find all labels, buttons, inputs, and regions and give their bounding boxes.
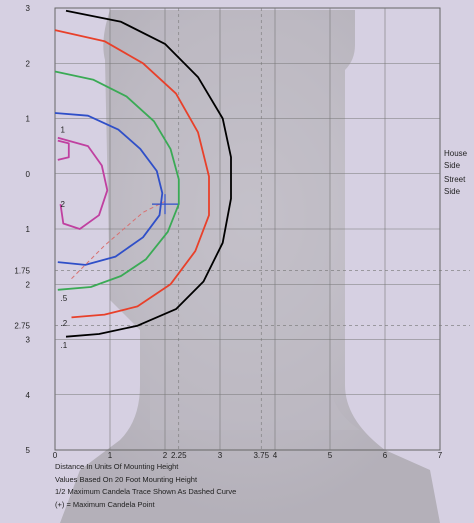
- contour-label: .5: [61, 294, 68, 303]
- y-tick-label: 2: [26, 59, 31, 68]
- x-tick-label: 3.75: [253, 451, 269, 460]
- x-tick-label: 7: [438, 451, 443, 460]
- contour-line: [54, 112, 164, 266]
- y-tick-label: 3: [26, 4, 31, 13]
- luminaire-silhouette: [60, 10, 440, 523]
- max-candela-marker: [152, 194, 178, 215]
- house-label: House Side: [444, 148, 467, 172]
- contour-label: .1: [61, 341, 68, 350]
- y-tick-label: 1: [26, 115, 31, 124]
- x-axis: 0 1 2 2.25 3 3.75 4 5 6 7: [53, 451, 443, 460]
- contour-line: [57, 139, 70, 161]
- candela-contours: [54, 9, 232, 338]
- contour-label: 2: [61, 200, 66, 209]
- contour-label: 1: [61, 126, 66, 135]
- x-tick-label: 2.25: [171, 451, 187, 460]
- y-axis: 3 2 1 0 1 1.75 2 2.75 3 4 5: [14, 4, 30, 455]
- y-tick-label: 5: [26, 446, 31, 455]
- x-tick-label: 2: [163, 451, 168, 460]
- note-line: Distance In Units Of Mounting Height: [55, 462, 179, 471]
- x-tick-label: 5: [328, 451, 333, 460]
- side-label-line: House: [444, 149, 468, 158]
- x-tick-label: 4: [273, 451, 278, 460]
- contour-line: [57, 136, 109, 230]
- contour-label: .2: [61, 319, 68, 328]
- note-line: (+) = Maximum Candela Point: [55, 499, 155, 509]
- x-tick-label: 0: [53, 451, 58, 460]
- side-label-line: Street: [444, 175, 466, 184]
- plot-grid: [54, 7, 470, 451]
- y-tick-label: 1: [26, 225, 31, 234]
- y-tick-label: 3: [26, 336, 31, 345]
- y-tick-label: 2.75: [14, 322, 30, 331]
- y-tick-label: 1.75: [14, 266, 30, 275]
- side-label-line: Side: [444, 187, 461, 196]
- x-tick-label: 1: [108, 451, 113, 460]
- contour-labels: 1 2 .5 .2 .1: [61, 126, 68, 350]
- chart-notes: Distance In Units Of Mounting Height Val…: [55, 461, 435, 511]
- x-tick-label: 3: [218, 451, 223, 460]
- contour-line: [54, 29, 210, 319]
- y-tick-label: 2: [26, 280, 31, 289]
- contour-line: [65, 9, 232, 338]
- y-tick-label: 4: [26, 391, 31, 400]
- half-max-trace: [71, 200, 166, 280]
- note-line: 1/2 Maximum Candela Trace Shown As Dashe…: [55, 487, 237, 496]
- side-label-line: Side: [444, 161, 461, 170]
- x-tick-label: 6: [383, 451, 388, 460]
- contour-line: [54, 70, 180, 291]
- street-label: Street Side: [444, 174, 465, 198]
- y-tick-label: 0: [26, 170, 31, 179]
- note-line: Values Based On 20 Foot Mounting Height: [55, 474, 198, 484]
